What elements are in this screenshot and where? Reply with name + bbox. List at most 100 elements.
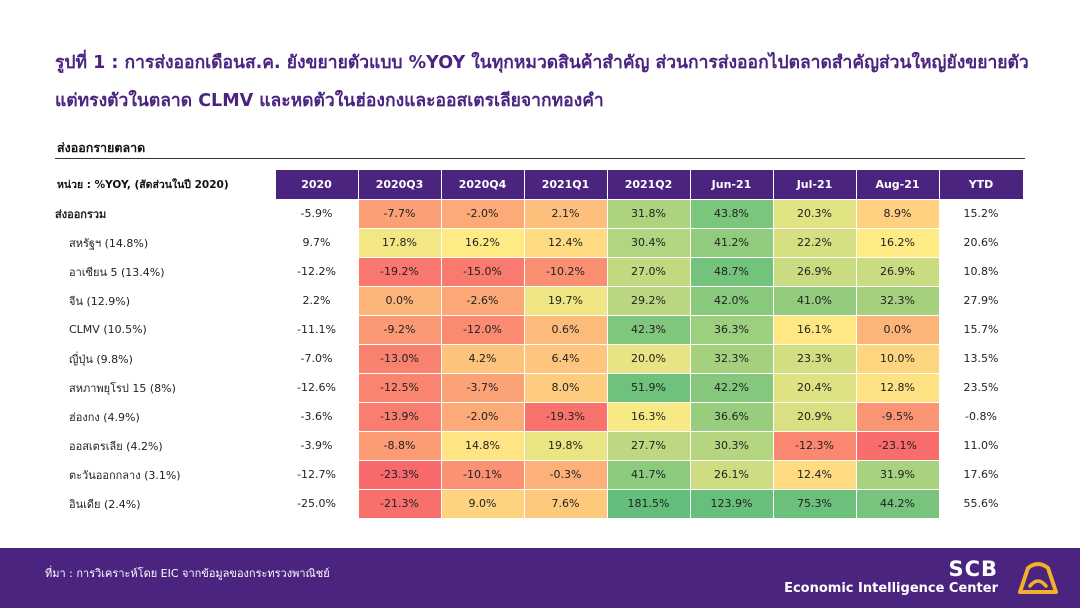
table-row: จีน (12.9%) 2.2% 0.0% -2.6% 19.7% 29.2% 42.0% 4… [55,286,1024,316]
data-cell: 15.2% [939,199,1024,229]
data-cell: -23.1% [856,431,940,461]
data-cell: -2.6% [441,286,525,316]
data-cell: 41.7% [607,460,691,490]
data-cell: -25.0% [275,489,359,519]
data-cell: 27.7% [607,431,691,461]
data-cell: -12.6% [275,373,359,403]
data-cell: 10.8% [939,257,1024,287]
data-cell: 9.0% [441,489,525,519]
data-cell: 26.1% [690,460,774,490]
data-cell: 19.7% [524,286,608,316]
data-cell: 16.2% [441,228,525,258]
data-cell: -2.0% [441,402,525,432]
table-row: สหรัฐฯ (14.8%) 9.7% 17.8% 16.2% 12.4% 30.4% 41… [55,228,1024,258]
scb-logo-icon [1018,562,1058,594]
data-cell: -7.0% [275,344,359,374]
data-cell: 22.2% [773,228,857,258]
unit-label: หน่วย : %YOY, (สัดส่วนในปี 2020) [55,170,276,200]
data-cell: -3.6% [275,402,359,432]
data-cell: 23.5% [939,373,1024,403]
data-cell: -11.1% [275,315,359,345]
data-cell: -10.2% [524,257,608,287]
table-row: ตะวันออกกลาง (3.1%) -12.7% -23.3% -10.1% -0.… [55,460,1024,490]
data-cell: 20.0% [607,344,691,374]
data-cell: 26.9% [773,257,857,287]
data-cell: 26.9% [856,257,940,287]
data-cell: 17.8% [358,228,442,258]
data-cell: -13.9% [358,402,442,432]
data-cell: 36.6% [690,402,774,432]
data-cell: 75.3% [773,489,857,519]
data-cell: -7.7% [358,199,442,229]
table-row: ส่งออกรวม -5.9% -7.7% -2.0% 2.1% 31.8% 43.8% 20… [55,199,1024,229]
brand-subtitle: Economic Intelligence Center [784,581,998,596]
column-header: YTD [939,170,1024,200]
data-cell: 14.8% [441,431,525,461]
row-label: สหรัฐฯ (14.8%) [55,228,276,258]
row-label: สหภาพยุโรป 15 (8%) [55,373,276,403]
row-label: อินเดีย (2.4%) [55,489,276,519]
data-cell: 36.3% [690,315,774,345]
source-note: ที่มา : การวิเคราะห์โดย EIC จากข้อมูลของ… [45,567,330,580]
data-cell: 181.5% [607,489,691,519]
data-cell: -10.1% [441,460,525,490]
data-cell: 8.0% [524,373,608,403]
data-cell: 4.2% [441,344,525,374]
data-cell: -0.3% [524,460,608,490]
brand-name: SCB [948,557,998,581]
data-cell: -19.3% [524,402,608,432]
data-cell: 55.6% [939,489,1024,519]
brand-block: SCB Economic Intelligence Center [784,558,998,598]
data-cell: -12.0% [441,315,525,345]
data-cell: -12.2% [275,257,359,287]
data-cell: 32.3% [856,286,940,316]
data-cell: -12.3% [773,431,857,461]
data-cell: 31.9% [856,460,940,490]
table-row: ฮ่องกง (4.9%) -3.6% -13.9% -2.0% -19.3% 16.3%… [55,402,1024,432]
data-cell: -21.3% [358,489,442,519]
data-cell: 6.4% [524,344,608,374]
divider [55,158,1025,159]
data-cell: -2.0% [441,199,525,229]
row-label: ส่งออกรวม [55,199,276,229]
column-header: 2021Q1 [524,170,608,200]
data-cell: 31.8% [607,199,691,229]
data-cell: -9.5% [856,402,940,432]
data-cell: 43.8% [690,199,774,229]
data-cell: 0.6% [524,315,608,345]
data-cell: -19.2% [358,257,442,287]
table-row: CLMV (10.5%) -11.1% -9.2% -12.0% 0.6% 42.3% 36… [55,315,1024,345]
row-label: จีน (12.9%) [55,286,276,316]
data-cell: 17.6% [939,460,1024,490]
data-cell: 123.9% [690,489,774,519]
data-cell: 20.9% [773,402,857,432]
data-cell: 32.3% [690,344,774,374]
data-cell: 29.2% [607,286,691,316]
table-row: อาเซียน 5 (13.4%) -12.2% -19.2% -15.0% -10.2… [55,257,1024,287]
column-header: Jul-21 [773,170,857,200]
data-cell: -12.7% [275,460,359,490]
data-cell: 16.2% [856,228,940,258]
data-cell: -23.3% [358,460,442,490]
data-cell: 41.2% [690,228,774,258]
data-cell: 30.4% [607,228,691,258]
row-label: ตะวันออกกลาง (3.1%) [55,460,276,490]
table-row: สหภาพยุโรป 15 (8%) -12.6% -12.5% -3.7% 8.0% 5… [55,373,1024,403]
data-cell: 20.3% [773,199,857,229]
table-header-row: หน่วย : %YOY, (สัดส่วนในปี 2020) 2020 202… [55,170,1024,200]
data-cell: 19.8% [524,431,608,461]
data-cell: 10.0% [856,344,940,374]
column-header: 2021Q2 [607,170,691,200]
data-cell: 9.7% [275,228,359,258]
data-cell: 7.6% [524,489,608,519]
data-cell: -5.9% [275,199,359,229]
column-header: Jun-21 [690,170,774,200]
data-cell: 44.2% [856,489,940,519]
data-cell: -13.0% [358,344,442,374]
page-title: รูปที่ 1 : การส่งออกเดือนส.ค. ยังขยายตัว… [55,53,1029,111]
data-cell: 30.3% [690,431,774,461]
column-header: 2020 [275,170,359,200]
data-cell: 20.4% [773,373,857,403]
column-header: 2020Q4 [441,170,525,200]
data-cell: 41.0% [773,286,857,316]
